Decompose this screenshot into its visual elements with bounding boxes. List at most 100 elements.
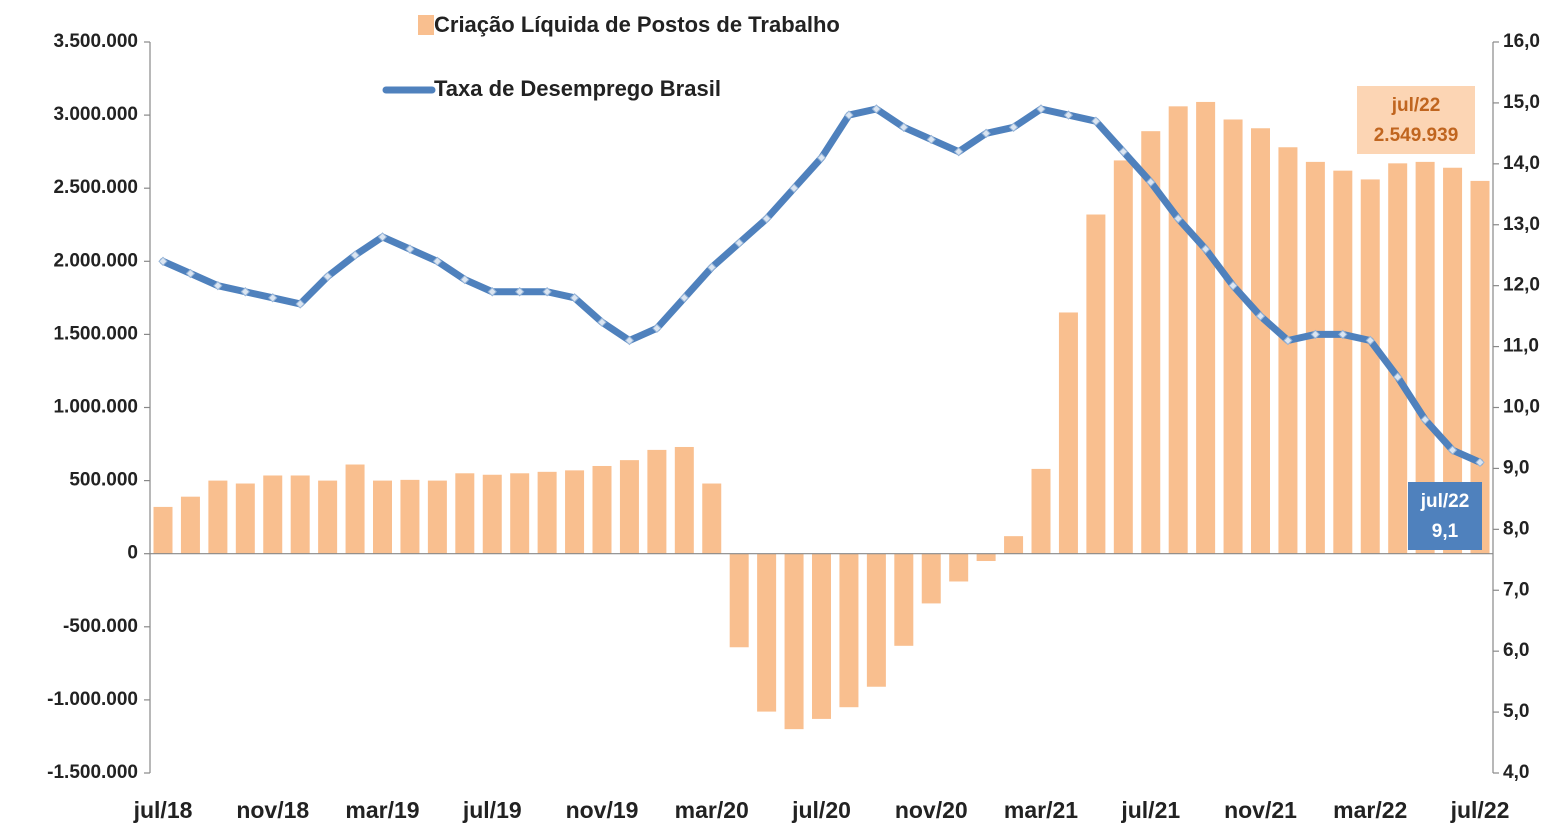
x-tick-label: jul/21 (1120, 797, 1180, 823)
bar (1388, 163, 1408, 554)
marker (1173, 213, 1183, 224)
bar (455, 473, 475, 554)
marker (761, 213, 772, 224)
y2-tick-label: 11,0 (1503, 336, 1539, 357)
y-tick-label: -500.000 (63, 616, 138, 637)
y-tick-label: -1.500.000 (47, 762, 138, 783)
marker (1228, 280, 1238, 291)
marker (1475, 457, 1485, 468)
marker (1338, 329, 1348, 340)
bar (180, 496, 200, 554)
bar (1113, 160, 1133, 554)
bar (400, 479, 420, 554)
marker (185, 268, 196, 279)
marker (1255, 311, 1266, 321)
marker (844, 110, 854, 120)
x-tick-label: mar/19 (345, 797, 419, 823)
marker (1091, 116, 1101, 126)
y-tick-label: -1.000.000 (47, 689, 138, 710)
y2-tick-label: 12,0 (1503, 275, 1540, 296)
legend-label: Criação Líquida de Postos de Trabalho (434, 12, 840, 37)
marker (1008, 122, 1019, 132)
y-tick-label: 1.000.000 (53, 397, 138, 418)
x-tick-label: mar/21 (1004, 797, 1078, 823)
y-tick-label: 0 (127, 543, 138, 564)
y-tick-label: 3.000.000 (53, 104, 138, 125)
bar (537, 471, 557, 554)
bar (1141, 131, 1161, 554)
bar (1058, 312, 1078, 554)
marker (871, 104, 882, 114)
value-label: 9,1 (1432, 521, 1459, 542)
bar (1223, 119, 1243, 554)
callout-category: jul/22 (1420, 491, 1470, 512)
bar (757, 553, 777, 712)
marker (1036, 104, 1046, 114)
marker (1118, 146, 1129, 157)
y2-tick-label: 7,0 (1503, 579, 1529, 600)
marker (268, 293, 278, 303)
bar (1031, 468, 1051, 554)
marker (213, 280, 223, 291)
bar (619, 460, 639, 554)
x-tick-label: nov/19 (566, 797, 639, 823)
bar (839, 553, 859, 708)
y2-tick-label: 9,0 (1503, 457, 1529, 478)
marker (899, 122, 909, 132)
legend-label: Taxa de Desemprego Brasil (434, 76, 721, 101)
bar (427, 480, 447, 554)
x-tick-label: nov/20 (895, 797, 968, 823)
marker (734, 238, 744, 248)
marker (624, 335, 635, 346)
marker (1283, 335, 1293, 346)
marker (1420, 414, 1430, 425)
y2-tick-label: 5,0 (1503, 701, 1529, 722)
marker (679, 293, 690, 303)
y2-tick-label: 10,0 (1503, 397, 1540, 418)
marker (953, 146, 964, 157)
marker (377, 232, 388, 242)
y2-tick-label: 13,0 (1503, 214, 1540, 235)
marker (487, 287, 497, 297)
marker (981, 128, 991, 139)
marker (816, 153, 827, 163)
bar (702, 483, 722, 554)
bar (1333, 170, 1353, 554)
bar (812, 553, 831, 719)
marker (542, 287, 552, 297)
y2-tick-label: 16,0 (1503, 31, 1540, 52)
bar (1443, 167, 1463, 554)
bar (290, 475, 310, 554)
bar (1004, 536, 1024, 554)
value-label: 2.549.939 (1374, 125, 1459, 146)
bar (373, 480, 392, 554)
marker (1392, 372, 1403, 382)
bar (784, 553, 804, 730)
marker (1447, 445, 1458, 455)
y-tick-label: 3.500.000 (53, 31, 138, 52)
bar (894, 553, 914, 646)
callout-box (1357, 86, 1475, 154)
marker (926, 134, 936, 145)
legend-swatch (418, 15, 434, 35)
marker (1365, 335, 1375, 346)
bar (510, 473, 530, 554)
marker (295, 299, 305, 309)
y2-tick-label: 6,0 (1503, 640, 1529, 661)
bar (866, 553, 886, 687)
bar (318, 480, 338, 554)
bar (263, 475, 283, 554)
bar (1305, 161, 1325, 554)
x-tick-label: mar/22 (1333, 797, 1407, 823)
x-tick-label: jul/20 (791, 797, 851, 823)
y-tick-label: 2.500.000 (53, 177, 138, 198)
bar (976, 553, 996, 562)
x-tick-label: jul/18 (133, 797, 193, 823)
marker (707, 262, 717, 273)
bar (565, 470, 585, 554)
y-tick-label: 500.000 (69, 470, 138, 491)
bar (1086, 214, 1106, 554)
marker (789, 183, 799, 193)
y-tick-label: 1.500.000 (53, 323, 138, 344)
